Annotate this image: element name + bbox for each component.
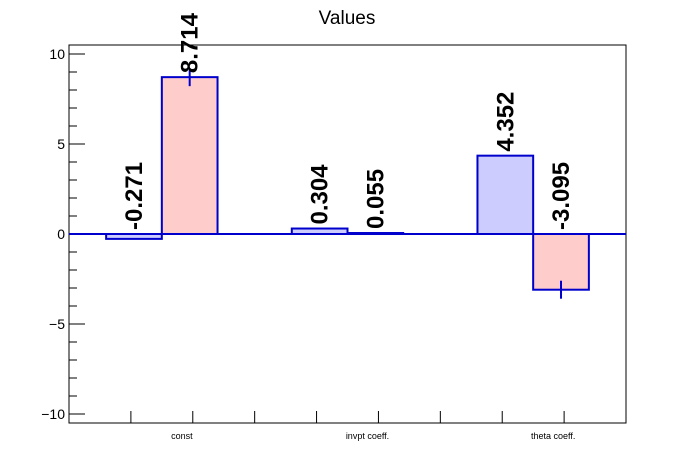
y-tick-label: 10 (49, 46, 65, 62)
y-axis: −10 −5 0 5 10 (41, 46, 85, 422)
x-category-label: invpt coeff. (346, 431, 389, 441)
y-tick-label: 5 (57, 136, 65, 152)
data-labels: -0.271 8.714 0.304 0.055 4.352 -3.095 (121, 12, 575, 230)
bar (160, 76, 219, 236)
data-label: 0.304 (307, 164, 334, 225)
x-category-label: const (171, 431, 193, 441)
bars (69, 68, 626, 299)
x-axis: const invpt coeff. theta coeff. (130, 411, 575, 441)
y-tick-label: −10 (41, 406, 65, 422)
y-tick-label: −5 (49, 316, 65, 332)
data-label: 0.055 (362, 169, 389, 229)
data-label: 4.352 (492, 92, 519, 152)
bar (476, 154, 535, 235)
data-label: -0.271 (121, 162, 148, 230)
chart-title: Values (319, 8, 376, 29)
data-label: 8.714 (177, 12, 204, 73)
data-label: -3.095 (548, 162, 575, 230)
x-category-label: theta coeff. (531, 431, 575, 441)
y-tick-label: 0 (57, 226, 65, 242)
